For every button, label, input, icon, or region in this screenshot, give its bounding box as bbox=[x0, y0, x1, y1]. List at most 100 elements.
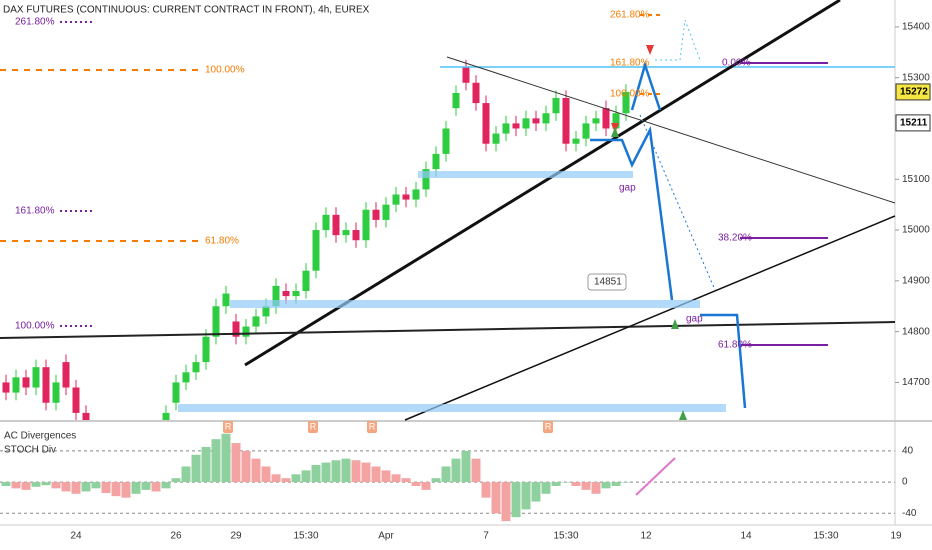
candle-body bbox=[482, 103, 490, 144]
candle-body bbox=[442, 128, 450, 154]
div-marker-box bbox=[543, 421, 553, 433]
histogram-bar bbox=[151, 482, 161, 492]
candle-body bbox=[172, 382, 180, 403]
histogram-bar bbox=[551, 482, 561, 486]
candle-body bbox=[412, 189, 420, 200]
candle-body bbox=[492, 133, 500, 144]
histogram-bar bbox=[21, 482, 31, 490]
histogram-bar bbox=[511, 482, 521, 518]
candle-body bbox=[392, 194, 400, 205]
fib-label: 261.80% bbox=[15, 17, 55, 28]
fib-label: 0.00% bbox=[722, 58, 750, 69]
candle-body bbox=[242, 326, 250, 337]
trend-line bbox=[404, 215, 896, 421]
histogram-bar bbox=[131, 482, 141, 494]
histogram-bar bbox=[81, 482, 91, 492]
candle-body bbox=[552, 98, 560, 114]
candle-body bbox=[622, 91, 630, 114]
candle-body bbox=[192, 362, 200, 373]
candle-body bbox=[342, 230, 350, 236]
histogram-bar bbox=[441, 466, 451, 483]
histogram-bar bbox=[351, 460, 361, 483]
histogram-bar bbox=[241, 450, 251, 483]
fib-label: 38.20% bbox=[718, 233, 752, 244]
projection bbox=[639, 114, 716, 291]
y-tick-label: 14700 bbox=[902, 377, 930, 388]
candle-body bbox=[52, 382, 60, 403]
candle-body bbox=[12, 377, 20, 393]
candle-body bbox=[362, 209, 370, 241]
histogram-bar bbox=[111, 482, 121, 497]
histogram-bar bbox=[1, 482, 11, 486]
arrow-up bbox=[679, 410, 687, 420]
pink-arrow bbox=[635, 457, 676, 496]
div-marker: R bbox=[310, 421, 317, 431]
candle-body bbox=[332, 214, 340, 236]
price-label: 15272 bbox=[900, 87, 928, 98]
div-marker-box bbox=[223, 421, 233, 433]
histogram-bar bbox=[71, 482, 81, 494]
histogram-bar bbox=[51, 482, 61, 489]
projection bbox=[700, 313, 747, 409]
trend-line bbox=[446, 56, 896, 204]
candle-body bbox=[452, 92, 460, 109]
candle-body bbox=[42, 367, 50, 403]
histogram-bar bbox=[471, 458, 481, 483]
gap-label: gap bbox=[686, 314, 703, 325]
y-tick-label: 14800 bbox=[902, 326, 930, 337]
zone bbox=[230, 300, 700, 308]
candle-body bbox=[612, 113, 620, 129]
div-marker-box bbox=[308, 421, 318, 433]
y-tick-label: 15100 bbox=[902, 174, 930, 185]
projection bbox=[590, 125, 674, 301]
histogram-bar bbox=[11, 482, 21, 489]
annotations: 261.80% 161.80% 100.00% 0.00% 38.20% 61.… bbox=[15, 10, 752, 351]
main-pane bbox=[2, 59, 630, 420]
candle-body bbox=[432, 153, 440, 170]
zone bbox=[178, 404, 726, 412]
candle-body bbox=[232, 321, 240, 337]
candle-body bbox=[62, 362, 70, 388]
histogram-bar bbox=[401, 478, 411, 483]
histogram-bar bbox=[611, 482, 621, 486]
histogram-bar bbox=[371, 466, 381, 483]
histogram-bar bbox=[541, 482, 551, 494]
candle-body bbox=[352, 230, 360, 241]
projection bbox=[630, 60, 662, 111]
histogram-bar bbox=[391, 474, 401, 483]
callout bbox=[587, 273, 627, 291]
arrow-down bbox=[646, 45, 654, 55]
candle-body bbox=[272, 285, 280, 307]
histogram-bar bbox=[291, 474, 301, 483]
candle-body bbox=[72, 387, 80, 413]
histogram-bar bbox=[311, 464, 321, 483]
fib-label: 100.00% bbox=[15, 321, 55, 332]
candle-body bbox=[2, 382, 10, 393]
histogram-bar bbox=[161, 482, 171, 489]
histogram-bar bbox=[451, 458, 461, 483]
gap-label: gap bbox=[619, 183, 636, 194]
x-tick-label: 12 bbox=[640, 531, 652, 542]
candle-body bbox=[512, 123, 520, 129]
div-marker-box bbox=[367, 421, 377, 433]
histogram-bar bbox=[381, 470, 391, 483]
zone bbox=[418, 171, 633, 178]
trend-line bbox=[0, 321, 896, 339]
histogram-bar bbox=[601, 482, 611, 489]
histogram-bar bbox=[301, 470, 311, 483]
histogram-bar bbox=[501, 482, 511, 522]
histogram-bar bbox=[211, 439, 221, 483]
candle-body bbox=[422, 169, 430, 190]
histogram-bar bbox=[481, 482, 491, 498]
price-label-box bbox=[895, 83, 931, 101]
histogram-bar bbox=[251, 458, 261, 483]
fib-label: 100.00% bbox=[205, 65, 245, 76]
x-tick-label: 15:30 bbox=[553, 531, 578, 542]
osc-subtitle: STOCH Div bbox=[4, 445, 56, 456]
fib-label: 261.80% bbox=[610, 10, 650, 21]
candle-body bbox=[162, 412, 170, 420]
histogram-bar bbox=[331, 460, 341, 483]
candle-body bbox=[262, 306, 270, 317]
candle-body bbox=[302, 270, 310, 292]
